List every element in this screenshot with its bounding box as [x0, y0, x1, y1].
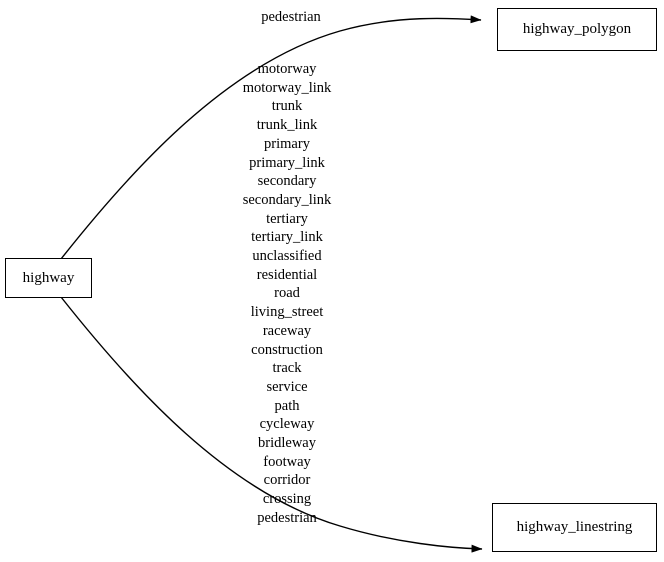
- edge-label-line: corridor: [263, 472, 311, 489]
- edge-label-line: pedestrian: [257, 509, 317, 526]
- edge-label-line: cycleway: [259, 416, 315, 433]
- edge-label-line: pedestrian: [261, 9, 321, 25]
- edge-label-highway-to-highway-polygon: pedestrian: [191, 8, 391, 27]
- node-highway-linestring[interactable]: highway_linestring: [492, 503, 657, 552]
- node-highway-label: highway: [22, 269, 75, 286]
- edge-label-line: track: [272, 360, 302, 377]
- edge-label-line: bridleway: [258, 435, 316, 452]
- edge-label-line: path: [274, 397, 300, 414]
- edge-label-line: road: [274, 285, 300, 302]
- edge-label-line: secondary: [257, 173, 317, 190]
- edge-label-line: footway: [263, 453, 311, 470]
- edge-label-line: crossing: [262, 491, 312, 508]
- edge-highway-to-highway-polygon: [60, 15, 482, 260]
- edge-label-line: raceway: [262, 322, 312, 339]
- edge-label-line: primary_link: [249, 154, 325, 171]
- edge-label-line: trunk: [271, 98, 303, 115]
- edge-label-line: service: [266, 378, 308, 395]
- node-highway-polygon[interactable]: highway_polygon: [497, 8, 657, 51]
- node-highway-linestring-label: highway_linestring: [516, 519, 633, 535]
- edge-highway-to-highway-linestring: [60, 296, 483, 553]
- edge-label-line: tertiary_link: [251, 229, 323, 246]
- edge-label-line: unclassified: [252, 248, 322, 265]
- node-highway[interactable]: highway: [5, 258, 92, 298]
- edge-label-line: living_street: [250, 304, 324, 321]
- node-highway-polygon-label: highway_polygon: [522, 21, 632, 37]
- edge-label-line: secondary_link: [242, 191, 332, 208]
- edge-label-line: tertiary: [266, 210, 308, 227]
- edge-label-line: motorway_link: [242, 79, 332, 96]
- edge-label-line: trunk_link: [256, 117, 318, 134]
- edge-label-line: residential: [256, 266, 318, 283]
- edge-label-line: construction: [251, 341, 323, 358]
- edge-label-line: motorway: [257, 61, 317, 77]
- edge-label-highway-to-highway-linestring: motorway motorway_link trunk trunk_link prim…: [187, 60, 387, 528]
- edge-label-line: primary: [264, 135, 310, 152]
